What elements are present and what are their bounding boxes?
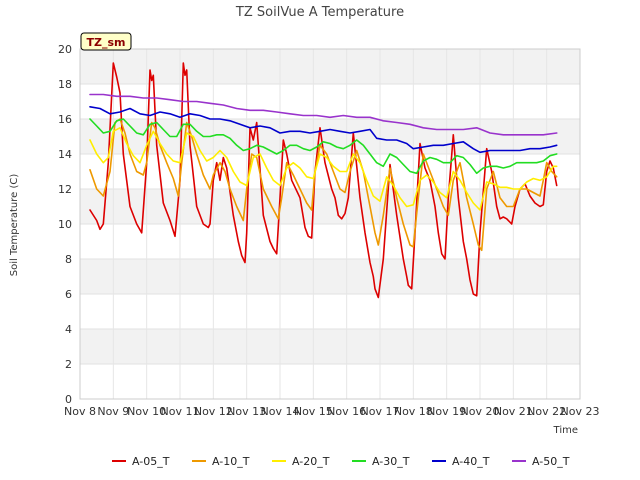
- series-line-a-20-t: [89, 127, 558, 211]
- y-tick-label: 0: [65, 393, 72, 406]
- legend-label-a-30-t: A-30_T: [372, 455, 410, 468]
- y-tick-label: 20: [58, 43, 72, 56]
- x-tick-label: Nov 14: [261, 405, 300, 418]
- x-tick-label: Nov 18: [394, 405, 433, 418]
- y-tick-label: 6: [65, 288, 72, 301]
- y-tick-label: 8: [65, 253, 72, 266]
- x-tick-label: Nov 10: [127, 405, 166, 418]
- series-lines: [89, 62, 558, 299]
- series-line-a-05-t: [89, 62, 558, 299]
- plot-band: [80, 49, 580, 84]
- site-tag-badge: TZ_sm: [80, 32, 132, 51]
- legend-label-a-50-t: A-50_T: [532, 455, 570, 468]
- series-line-a-40-t: [89, 106, 558, 154]
- x-tick-label: Nov 13: [227, 405, 266, 418]
- series-line-a-30-t: [89, 118, 558, 175]
- y-tick-label: 14: [58, 148, 72, 161]
- x-tick-label: Nov 23: [561, 405, 600, 418]
- y-axis-ticks: 0 2 4 6 8 10 12 14 16 18 20: [58, 43, 72, 406]
- x-tick-label: Nov 9: [97, 405, 129, 418]
- plot-band: [80, 329, 580, 364]
- x-tick-label: Nov 12: [194, 405, 233, 418]
- site-tag-text: TZ_sm: [87, 36, 126, 49]
- x-tick-label: Nov 19: [427, 405, 466, 418]
- x-axis-label: Time: [553, 425, 578, 436]
- series-line-a-10-t: [89, 118, 558, 252]
- x-tick-label: Nov 11: [161, 405, 200, 418]
- y-tick-label: 10: [58, 218, 72, 231]
- y-tick-label: 4: [65, 323, 72, 336]
- y-axis-label: Soil Temperature (C): [9, 174, 20, 277]
- legend-label-a-10-t: A-10_T: [212, 455, 250, 468]
- plot-band: [80, 259, 580, 294]
- plot-band: [80, 294, 580, 329]
- y-tick-label: 16: [58, 113, 72, 126]
- y-tick-label: 2: [65, 358, 72, 371]
- x-tick-label: Nov 21: [494, 405, 533, 418]
- x-tick-label: Nov 17: [361, 405, 400, 418]
- series-line-a-50-t: [89, 93, 558, 136]
- y-tick-label: 18: [58, 78, 72, 91]
- legend-label-a-05-t: A-05_T: [132, 455, 170, 468]
- legend-label-a-40-t: A-40_T: [452, 455, 490, 468]
- y-tick-label: 12: [58, 183, 72, 196]
- x-tick-label: Nov 16: [327, 405, 366, 418]
- x-tick-label: Nov 8: [64, 405, 96, 418]
- x-tick-label: Nov 15: [294, 405, 333, 418]
- plot-band: [80, 224, 580, 259]
- site-tag-box: [80, 32, 132, 51]
- plot-band: [80, 364, 580, 399]
- legend-label-a-20-t: A-20_T: [292, 455, 330, 468]
- legend: A-05_T A-10_T A-20_T A-30_T A-40_T A-50_T: [112, 455, 570, 468]
- x-tick-label: Nov 20: [461, 405, 500, 418]
- chart-title: TZ SoilVue A Temperature: [235, 5, 404, 20]
- x-tick-label: Nov 22: [527, 405, 566, 418]
- plot-frame: [79, 48, 581, 400]
